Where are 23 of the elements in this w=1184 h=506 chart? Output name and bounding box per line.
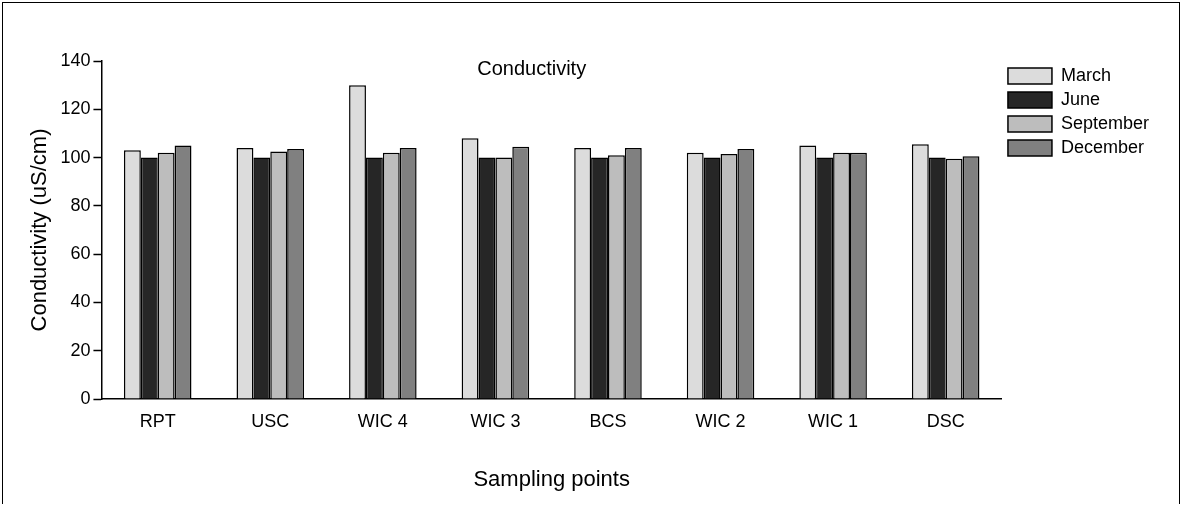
legend-label: December [1060, 136, 1144, 157]
y-tick-label: 20 [70, 339, 91, 360]
x-tick-label: WIC 3 [470, 410, 521, 431]
legend-label: March [1060, 64, 1111, 85]
x-axis-title: Sampling points [473, 465, 630, 491]
x-tick-label: BCS [589, 410, 627, 431]
x-tick-label: RPT [139, 410, 176, 431]
chart-title: Conductivity [477, 56, 587, 79]
y-tick-label: 80 [70, 194, 91, 215]
y-tick-label: 0 [80, 387, 91, 408]
y-tick-label: 40 [70, 291, 91, 312]
y-tick-label: 120 [60, 98, 91, 119]
y-axis-title: Conductivity (uS/cm) [26, 128, 52, 332]
x-tick-label: WIC 4 [357, 410, 408, 431]
x-tick-label: WIC 1 [808, 410, 859, 431]
legend-label: June [1060, 88, 1100, 109]
y-tick-label: 100 [60, 146, 91, 167]
legend-label: September [1060, 112, 1150, 133]
x-tick-label: WIC 2 [695, 410, 746, 431]
x-tick-label: USC [251, 410, 290, 431]
y-tick-label: 140 [60, 49, 91, 70]
x-tick-label: DSC [926, 410, 965, 431]
y-tick-label: 60 [70, 243, 91, 264]
